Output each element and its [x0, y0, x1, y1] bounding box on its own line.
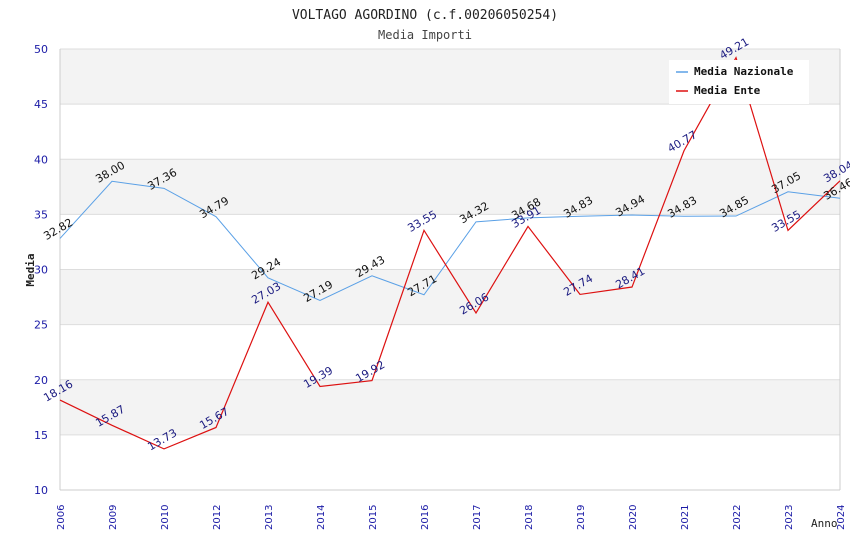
y-tick-label: 35: [34, 208, 48, 221]
y-tick-label: 45: [34, 98, 48, 111]
x-tick-label: 2022: [732, 505, 743, 530]
x-tick-labels: 2006 2009 2010 2012 2013 2014 2015 2016 2017 2018…: [56, 505, 847, 530]
series-lines: [59, 56, 841, 450]
x-tick-label: 2015: [368, 505, 379, 530]
x-tick-label: 2006: [56, 505, 67, 530]
plot-band: [60, 104, 840, 160]
x-tick-label: 2019: [576, 505, 587, 530]
y-tick-label: 30: [34, 264, 48, 277]
plot-band: [60, 214, 840, 270]
x-tick-label: 2016: [420, 505, 431, 530]
plot-background: [60, 49, 840, 490]
x-tick-label: 2012: [212, 505, 223, 530]
y-tick-label: 10: [34, 484, 48, 497]
plot-band: [60, 159, 840, 215]
y-tick-labels: 10 15 20 25 30 35 40 45 50: [34, 43, 48, 497]
x-tick-label: 2010: [160, 505, 171, 530]
series-line-media-ente: [59, 56, 841, 450]
axes: [59, 49, 841, 491]
legend: Media Nazionale Media Ente: [669, 60, 809, 104]
x-tick-label: 2018: [524, 505, 535, 530]
plot-band: [60, 434, 840, 490]
x-tick-label: 2013: [264, 505, 275, 530]
y-tick-label: 25: [34, 319, 48, 332]
x-tick-label: 2017: [472, 505, 483, 530]
x-tick-label: 2021: [680, 505, 691, 530]
x-axis-title: Anno: [811, 517, 838, 530]
plot-band: [60, 324, 840, 380]
y-tick-label: 40: [34, 153, 48, 166]
y-tick-label: 50: [34, 43, 48, 56]
x-tick-label: 2024: [836, 505, 847, 530]
x-tick-label: 2023: [784, 505, 795, 530]
legend-box: [669, 60, 809, 104]
legend-label-media-nazionale: Media Nazionale: [694, 65, 794, 78]
x-tick-label: 2014: [316, 505, 327, 530]
y-tick-label: 20: [34, 374, 48, 387]
x-tick-label: 2009: [108, 505, 119, 530]
y-axis-title: Media: [24, 253, 37, 286]
y-tick-label: 15: [34, 429, 48, 442]
chart-subtitle: Media Importi: [378, 28, 472, 42]
legend-label-media-ente: Media Ente: [694, 84, 761, 97]
plot-band: [60, 379, 840, 435]
chart-title: VOLTAGO AGORDINO (c.f.00206050254): [292, 8, 558, 23]
series-line-media-nazionale: [59, 180, 841, 302]
x-tick-label: 2020: [628, 505, 639, 530]
plot-band: [60, 269, 840, 325]
